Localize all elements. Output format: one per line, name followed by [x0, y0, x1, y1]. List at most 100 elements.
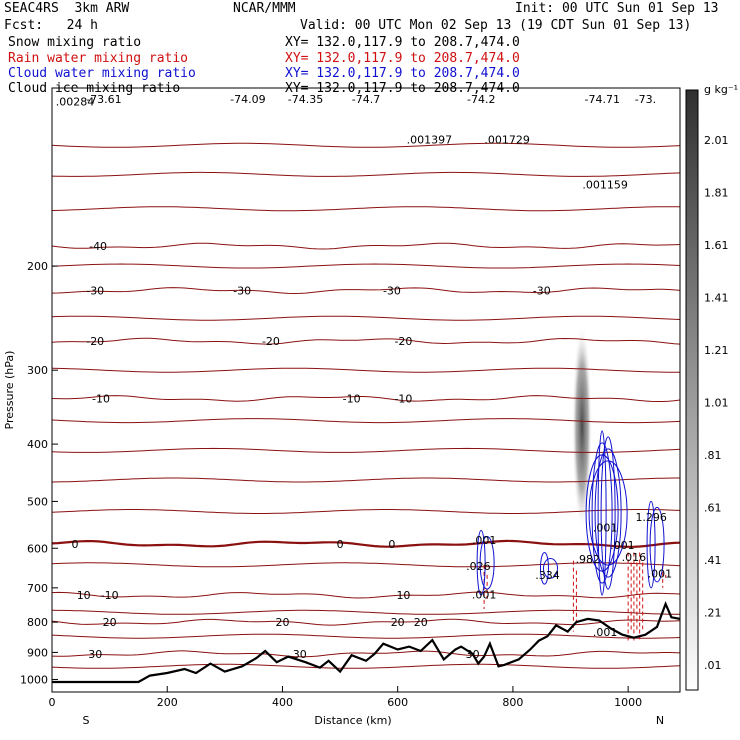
contour-label: -10: [343, 393, 361, 406]
contour-label: -30: [533, 285, 551, 298]
top-temperature-label: -74.7: [352, 93, 380, 106]
colorbar-label: 1.61: [704, 239, 729, 252]
colorbar-scale: [685, 89, 699, 691]
colorbar-label: 2.01: [704, 134, 729, 147]
temperature-contour: [52, 591, 680, 599]
contour-label: -30: [383, 285, 401, 298]
colorbar-label: 1.01: [704, 397, 729, 410]
value-label: .001: [472, 534, 497, 547]
value-label: .00284: [56, 95, 95, 108]
temperature-contour: [52, 418, 680, 424]
temperature-contour: [52, 663, 680, 669]
contour-label: 30: [88, 648, 102, 661]
top-temperature-label: -74.71: [584, 93, 619, 106]
value-label: .001: [610, 539, 635, 552]
cloud-water-contour: [585, 454, 619, 572]
contour-label: 0: [337, 538, 344, 551]
temperature-contour: [52, 539, 680, 548]
temperature-contour: [52, 562, 680, 568]
model-name: SEAC4RS 3km ARW: [4, 1, 130, 16]
value-label: .001: [648, 567, 673, 580]
y-tick-label: 600: [27, 542, 48, 555]
value-label: .001159: [582, 179, 628, 192]
cloud-water-contour: [646, 500, 656, 589]
colorbar-label: 1.21: [704, 344, 729, 357]
top-temperature-label: -73.: [635, 93, 656, 106]
temperature-contour: [52, 287, 680, 295]
cloud-water-contour: [542, 557, 558, 579]
temperature-contour: [52, 337, 680, 345]
colorbar-label: 1.81: [704, 187, 729, 200]
temperature-contour: [52, 367, 680, 373]
y-tick-label: 500: [27, 495, 48, 508]
colorbar-label: .21: [704, 607, 722, 620]
cloud-water-contour: [539, 551, 549, 585]
x-tick-label: 400: [272, 696, 293, 709]
colorbar-label: 1.41: [704, 292, 729, 305]
y-tick-label: 300: [27, 364, 48, 377]
y-tick-label: 900: [27, 646, 48, 659]
temperature-contour: [52, 142, 680, 148]
cloud-water-contour: [591, 442, 613, 584]
contour-label: -10: [92, 393, 110, 406]
top-temperature-label: -74.35: [288, 93, 323, 106]
colorbar-label: .01: [704, 659, 722, 672]
x-tick-label: 0: [49, 696, 56, 709]
temperature-contour: [52, 477, 680, 483]
colorbar-label: .41: [704, 554, 722, 567]
value-label: .001729: [484, 133, 530, 146]
contour-label: 0: [388, 538, 395, 551]
contour-label: -20: [86, 335, 104, 348]
contour-label: 30: [293, 648, 307, 661]
contour-label: 20: [103, 616, 117, 629]
temperature-contour: [52, 633, 680, 639]
x-axis-title: Distance (km): [314, 714, 391, 727]
temperature-contour: [52, 447, 680, 453]
x-axis-start-label: S: [83, 714, 90, 727]
temperature-contour: [52, 263, 680, 269]
value-label: .001: [472, 589, 497, 602]
init-time: Init: 00 UTC Sun 01 Sep 13: [515, 1, 719, 16]
temperature-contour: [52, 395, 680, 402]
top-temperature-label: -73.61: [86, 93, 121, 106]
contour-label: 20: [391, 616, 405, 629]
contour-label: -30: [86, 285, 104, 298]
contour-label: 0: [72, 538, 79, 551]
legend-cloud-water: Cloud water mixing ratio: [8, 66, 196, 81]
colorbar-label: .61: [704, 502, 722, 515]
temperature-contour: [52, 650, 680, 658]
legend-rain: Rain water mixing ratio: [8, 51, 189, 66]
y-tick-label: 400: [27, 438, 48, 451]
colorbar-label: .81: [704, 449, 722, 462]
snow-shading: [572, 323, 593, 531]
valid-time: Valid: 00 UTC Mon 02 Sep 13 (19 CDT Sun …: [300, 18, 692, 33]
top-temperature-label: -74.2: [467, 93, 495, 106]
cloud-water-contour: [594, 448, 622, 578]
temperature-contour: [52, 171, 680, 177]
contour-label: -10: [394, 393, 412, 406]
temperature-contour: [52, 315, 680, 321]
legend-snow: Snow mixing ratio: [8, 35, 142, 50]
cloud-water-contour: [479, 536, 495, 590]
value-label: .001: [593, 626, 618, 639]
contour-label: -40: [89, 240, 107, 253]
contour-label: -20: [394, 335, 412, 348]
temperature-contour: [52, 206, 680, 212]
value-label: .001: [593, 521, 618, 534]
org-name: NCAR/MMM: [233, 1, 296, 16]
value-label: 1.296: [635, 511, 667, 524]
cloud-water-contour: [588, 460, 628, 566]
cloud-water-contour: [476, 530, 486, 596]
x-tick-label: 600: [387, 696, 408, 709]
value-label: .026: [466, 560, 491, 573]
y-tick-label: 800: [27, 616, 48, 629]
legend-cloud-water-xy: XY= 132.0,117.9 to 208.7,474.0: [285, 66, 520, 81]
y-tick-label: 200: [27, 260, 48, 273]
contour-label: 10: [77, 589, 91, 602]
legend-snow-xy: XY= 132.0,117.9 to 208.7,474.0: [285, 35, 520, 50]
cloud-water-contour: [600, 436, 616, 590]
temperature-contour: [52, 509, 680, 514]
value-label: .001397: [407, 133, 453, 146]
contour-label: -20: [262, 335, 280, 348]
